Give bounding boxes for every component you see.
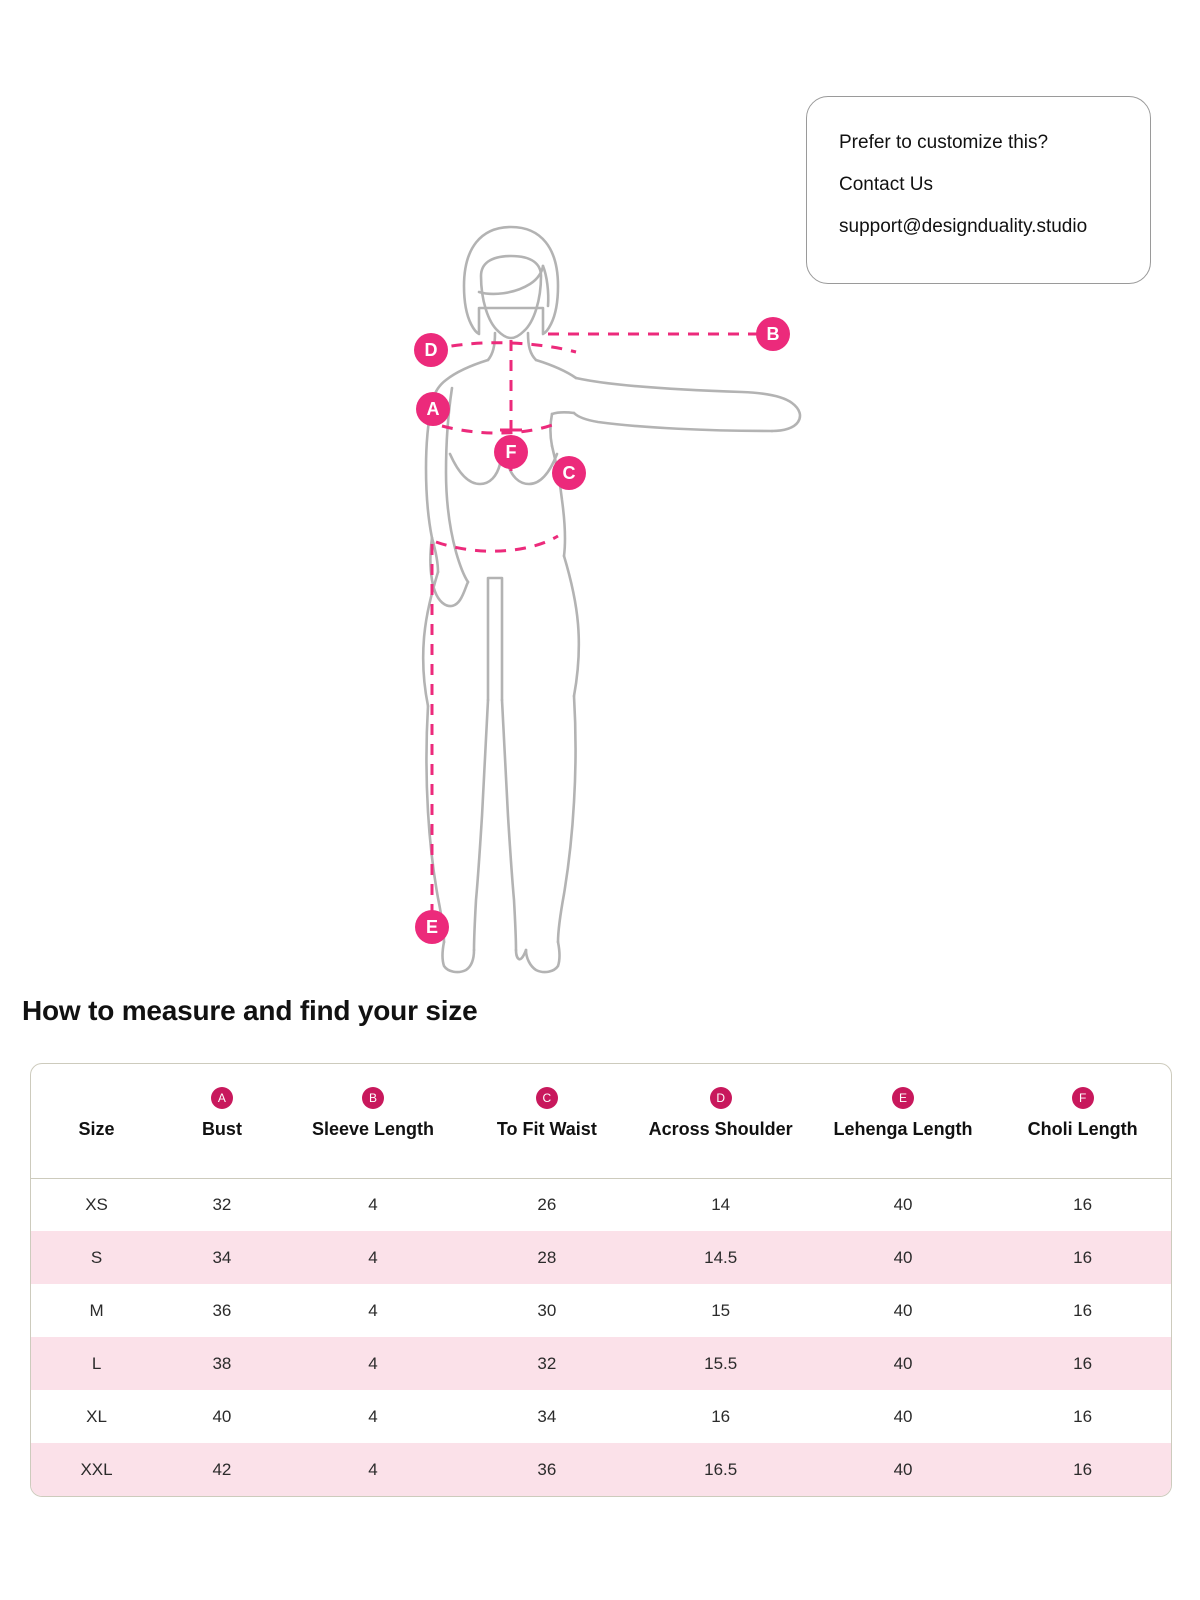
- guide-waist: [435, 534, 559, 553]
- cell-shoulder: 16: [711, 1406, 731, 1426]
- cell-bust: 32: [212, 1194, 232, 1214]
- figure-marker-b: B: [756, 317, 790, 351]
- figure-marker-c: C: [552, 456, 586, 490]
- column-label-to-fit-waist: To Fit Waist: [496, 1118, 597, 1139]
- contact-prompt-text: Prefer to customize this?: [839, 132, 1049, 153]
- cell-waist: 34: [537, 1406, 557, 1426]
- cell-lehenga: 40: [893, 1353, 913, 1373]
- guide-across-shoulder: [431, 341, 577, 354]
- column-header-size: Size: [31, 1064, 163, 1179]
- cell-sleeve: 4: [368, 1300, 378, 1320]
- cell-lehenga: 40: [893, 1194, 913, 1214]
- table-body: XS 32 4 26 14 40 16 S 34 4 28 14.5 40 16: [31, 1178, 1171, 1496]
- contact-us-link[interactable]: Contact Us: [839, 174, 933, 195]
- figure-marker-a: A: [416, 392, 450, 426]
- cell-choli: 16: [1073, 1353, 1093, 1373]
- column-label-size: Size: [78, 1118, 115, 1139]
- column-header-choli-length: F Choli Length: [994, 1064, 1171, 1179]
- figure-marker-f: F: [494, 435, 528, 469]
- column-badge-d-icon: D: [709, 1086, 732, 1109]
- cell-bust: 36: [212, 1300, 232, 1320]
- cell-size: XXL: [80, 1459, 113, 1479]
- column-header-to-fit-waist: C To Fit Waist: [464, 1064, 630, 1179]
- table-row: XL 40 4 34 16 40 16: [31, 1390, 1171, 1443]
- cell-waist: 30: [537, 1300, 557, 1320]
- cell-shoulder: 16.5: [704, 1459, 738, 1479]
- cell-sleeve: 4: [368, 1459, 378, 1479]
- cell-sleeve: 4: [368, 1406, 378, 1426]
- cell-sleeve: 4: [368, 1194, 378, 1214]
- cell-shoulder: 14: [711, 1194, 731, 1214]
- cell-waist: 28: [537, 1247, 557, 1267]
- table-row: S 34 4 28 14.5 40 16: [31, 1231, 1171, 1284]
- column-badge-b-icon: B: [361, 1086, 384, 1109]
- column-header-across-shoulder: D Across Shoulder: [629, 1064, 812, 1179]
- column-label-bust: Bust: [201, 1118, 242, 1139]
- guide-bust: [441, 420, 561, 435]
- cell-choli: 16: [1073, 1300, 1093, 1320]
- table-row: XS 32 4 26 14 40 16: [31, 1178, 1171, 1231]
- size-chart-table-container: Size A Bust B Sleeve Length: [30, 1063, 1172, 1497]
- support-email-link[interactable]: support@designduality.studio: [839, 216, 1088, 237]
- cell-waist: 26: [537, 1194, 557, 1214]
- cell-bust: 34: [212, 1247, 232, 1267]
- cell-choli: 16: [1073, 1194, 1093, 1214]
- cell-shoulder: 15.5: [704, 1353, 738, 1373]
- cell-size: M: [89, 1300, 104, 1320]
- cell-choli: 16: [1073, 1406, 1093, 1426]
- cell-choli: 16: [1073, 1247, 1093, 1267]
- cell-size: XS: [85, 1194, 108, 1214]
- column-badge-e-icon: E: [892, 1086, 915, 1109]
- column-badge-f-icon: F: [1071, 1086, 1094, 1109]
- cell-sleeve: 4: [368, 1247, 378, 1267]
- table-row: M 36 4 30 15 40 16: [31, 1284, 1171, 1337]
- cell-shoulder: 14.5: [704, 1247, 738, 1267]
- cell-lehenga: 40: [893, 1247, 913, 1267]
- contact-card: Prefer to customize this? Contact Us sup…: [806, 96, 1151, 284]
- cell-waist: 32: [537, 1353, 557, 1373]
- column-header-lehenga-length: E Lehenga Length: [811, 1064, 995, 1179]
- figure-marker-d: D: [414, 333, 448, 367]
- figure-marker-e: E: [415, 910, 449, 944]
- cell-lehenga: 40: [893, 1300, 913, 1320]
- cell-sleeve: 4: [368, 1353, 378, 1373]
- cell-size: L: [91, 1353, 102, 1373]
- table-header: Size A Bust B Sleeve Length: [31, 1064, 1171, 1179]
- column-badge-a-icon: A: [210, 1086, 233, 1109]
- size-chart-table: Size A Bust B Sleeve Length: [31, 1064, 1171, 1496]
- cell-choli: 16: [1073, 1459, 1093, 1479]
- column-header-sleeve-length: B Sleeve Length: [281, 1064, 465, 1179]
- cell-lehenga: 40: [893, 1459, 913, 1479]
- cell-shoulder: 15: [711, 1300, 731, 1320]
- table-row: XXL 42 4 36 16.5 40 16: [31, 1443, 1171, 1496]
- column-label-across-shoulder: Across Shoulder: [648, 1118, 793, 1139]
- column-badge-c-icon: C: [535, 1086, 558, 1109]
- cell-size: S: [90, 1247, 103, 1267]
- page-title: How to measure and find your size: [22, 995, 478, 1026]
- cell-bust: 40: [212, 1406, 232, 1426]
- cell-lehenga: 40: [893, 1406, 913, 1426]
- column-label-sleeve-length: Sleeve Length: [311, 1118, 434, 1139]
- measurement-figure: D B A F C E: [380, 200, 850, 990]
- column-label-lehenga-length: Lehenga Length: [833, 1118, 973, 1139]
- cell-bust: 42: [212, 1459, 232, 1479]
- table-row: L 38 4 32 15.5 40 16: [31, 1337, 1171, 1390]
- column-label-choli-length: Choli Length: [1027, 1118, 1138, 1139]
- table-header-row: Size A Bust B Sleeve Length: [31, 1064, 1171, 1179]
- measurement-guides: [430, 332, 778, 912]
- cell-waist: 36: [537, 1459, 557, 1479]
- column-header-bust: A Bust: [162, 1064, 282, 1179]
- cell-size: XL: [86, 1406, 107, 1426]
- cell-bust: 38: [212, 1353, 232, 1373]
